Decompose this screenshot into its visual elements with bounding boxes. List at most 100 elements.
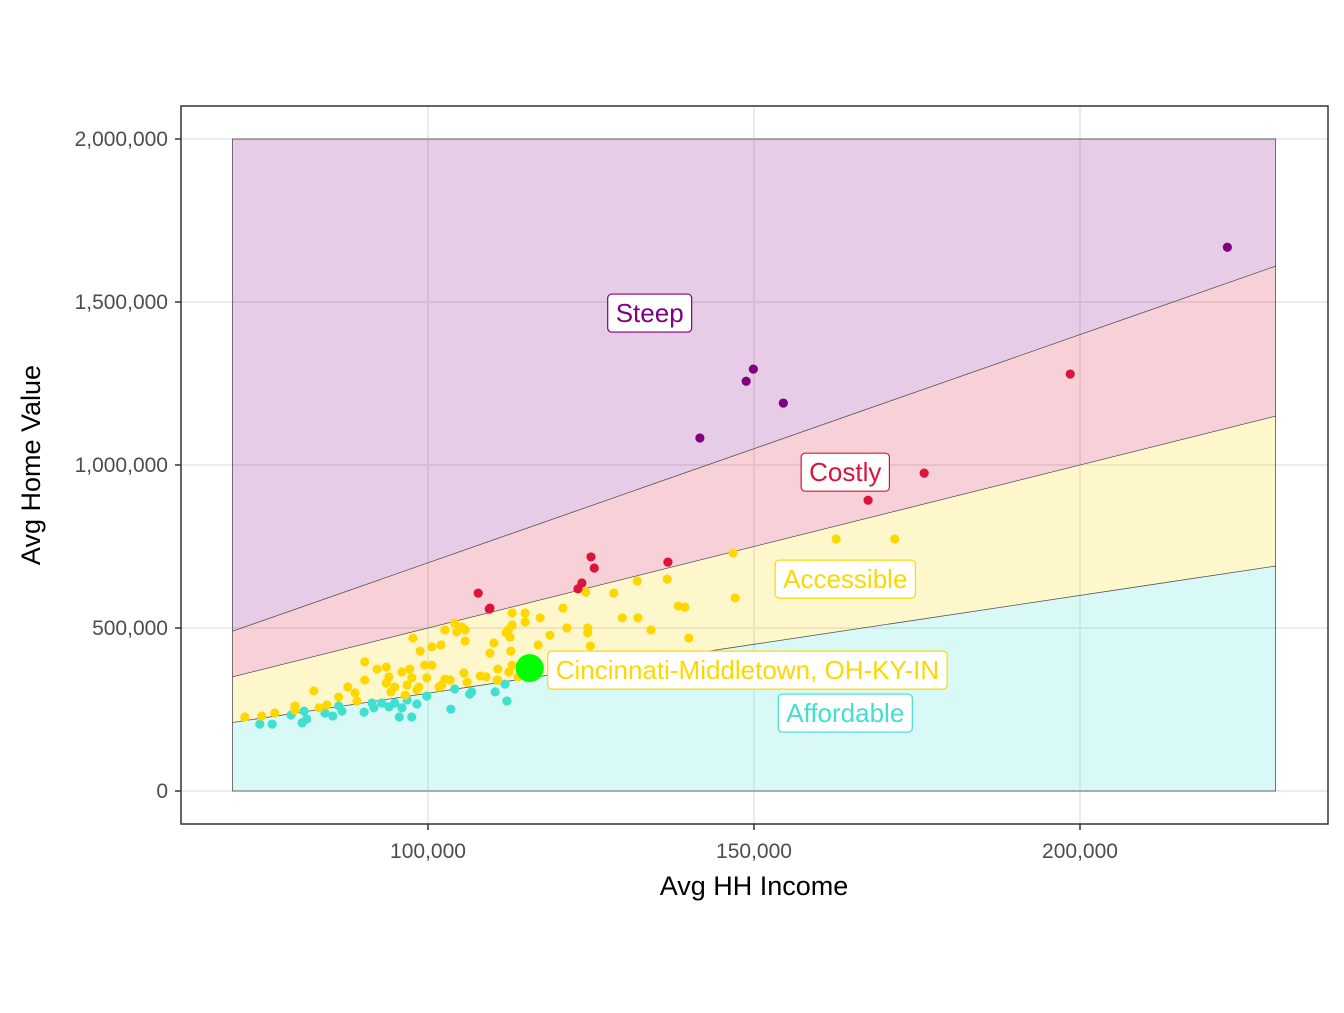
y-tick-label: 1,500,000 (75, 291, 168, 314)
point-accessible (427, 660, 437, 670)
zone-label-steep-text: Steep (616, 298, 684, 328)
point-steep (695, 433, 705, 443)
x-tick-label: 200,000 (1042, 840, 1118, 863)
point-accessible (507, 660, 517, 670)
point-accessible (270, 708, 280, 718)
point-accessible (350, 688, 360, 698)
point-accessible (412, 685, 422, 695)
point-costly (473, 588, 483, 598)
point-accessible (485, 648, 495, 658)
point-affordable (394, 712, 404, 722)
zone-label-accessible-text: Accessible (783, 564, 907, 594)
point-steep (778, 398, 788, 408)
point-accessible (314, 703, 324, 713)
zone-boundary-line (232, 265, 1276, 632)
point-accessible (493, 664, 503, 674)
point-affordable (359, 707, 369, 717)
point-accessible (585, 641, 595, 651)
point-affordable (467, 687, 477, 697)
y-axis-title: Avg Home Value (16, 365, 46, 565)
y-tick-label: 500,000 (92, 617, 168, 640)
point-accessible (505, 632, 515, 642)
point-costly (1065, 369, 1075, 379)
point-accessible (633, 613, 643, 623)
point-accessible (450, 618, 460, 628)
point-accessible (520, 608, 530, 618)
point-affordable (377, 698, 387, 708)
point-accessible (506, 646, 516, 656)
point-affordable (490, 687, 500, 697)
point-accessible (309, 686, 319, 696)
point-accessible (520, 617, 530, 627)
point-affordable (397, 703, 407, 713)
zone-outline (231, 138, 1276, 792)
point-accessible (728, 548, 738, 558)
point-affordable (337, 706, 347, 716)
point-accessible (343, 682, 353, 692)
point-accessible (460, 625, 470, 635)
zone-labels: Affordable Accessible Costly Steep Cincinnat… (547, 293, 948, 733)
point-costly (919, 468, 929, 478)
point-accessible (334, 692, 344, 702)
x-axis-title: Avg HH Income (660, 871, 849, 901)
data-points (240, 242, 1232, 729)
point-affordable (267, 719, 277, 729)
point-affordable (450, 684, 460, 694)
point-accessible (533, 640, 543, 650)
point-accessible (504, 667, 514, 677)
point-affordable (502, 696, 512, 706)
point-accessible (617, 613, 627, 623)
point-accessible (381, 662, 391, 672)
point-accessible (420, 660, 430, 670)
zone-label-affordable-box (777, 693, 913, 733)
zone-band-costly (232, 266, 1276, 677)
zone-band-steep (232, 139, 1276, 632)
point-accessible (535, 613, 545, 623)
point-accessible (240, 712, 250, 722)
point-affordable (369, 703, 379, 713)
zone-label-costly-box (800, 452, 891, 492)
point-accessible (440, 625, 450, 635)
point-affordable (407, 712, 417, 722)
point-accessible (460, 636, 470, 646)
y-tick-label: 1,000,000 (75, 454, 168, 477)
point-accessible (583, 628, 593, 638)
point-accessible (437, 680, 447, 690)
point-accessible (452, 627, 462, 637)
highlight-point (515, 654, 544, 683)
zone-label-costly-text: Costly (809, 457, 881, 487)
point-accessible (390, 682, 400, 692)
point-accessible (397, 667, 407, 677)
point-accessible (381, 678, 391, 688)
point-affordable (302, 714, 312, 724)
point-accessible (680, 602, 690, 612)
point-costly (589, 563, 599, 573)
point-accessible (730, 593, 740, 603)
point-accessible (545, 630, 555, 640)
zone-label-accessible-box (774, 559, 917, 599)
point-costly (485, 603, 495, 613)
point-accessible (422, 673, 432, 683)
point-steep (1222, 242, 1232, 252)
point-accessible (352, 696, 362, 706)
point-accessible (445, 675, 455, 685)
zone-label-affordable-text: Affordable (786, 698, 904, 728)
y-tick-label: 0 (156, 780, 168, 803)
zone-label-costly: Costly (800, 452, 891, 492)
point-costly (863, 495, 873, 505)
point-accessible (481, 672, 491, 682)
point-accessible (562, 623, 572, 633)
point-costly (663, 557, 673, 567)
point-accessible (558, 603, 568, 613)
point-affordable (422, 691, 432, 701)
point-affordable (320, 708, 330, 718)
point-accessible (890, 534, 900, 544)
point-accessible (402, 680, 412, 690)
highlight-label-box (547, 650, 948, 690)
point-accessible (408, 633, 418, 643)
point-accessible (407, 673, 417, 683)
zone-label-affordable: Affordable (777, 693, 913, 733)
point-accessible (507, 608, 517, 618)
zone-label-accessible: Accessible (774, 559, 917, 599)
